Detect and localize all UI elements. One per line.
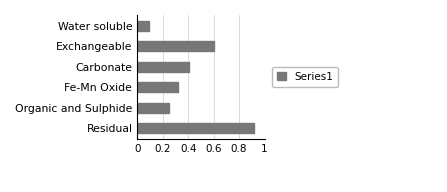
Legend: Series1: Series1 (272, 67, 338, 87)
Bar (137, 103, 169, 113)
Bar (137, 62, 190, 72)
Bar (137, 41, 214, 51)
Bar (137, 123, 254, 133)
Bar (137, 21, 149, 31)
Bar (137, 82, 178, 92)
